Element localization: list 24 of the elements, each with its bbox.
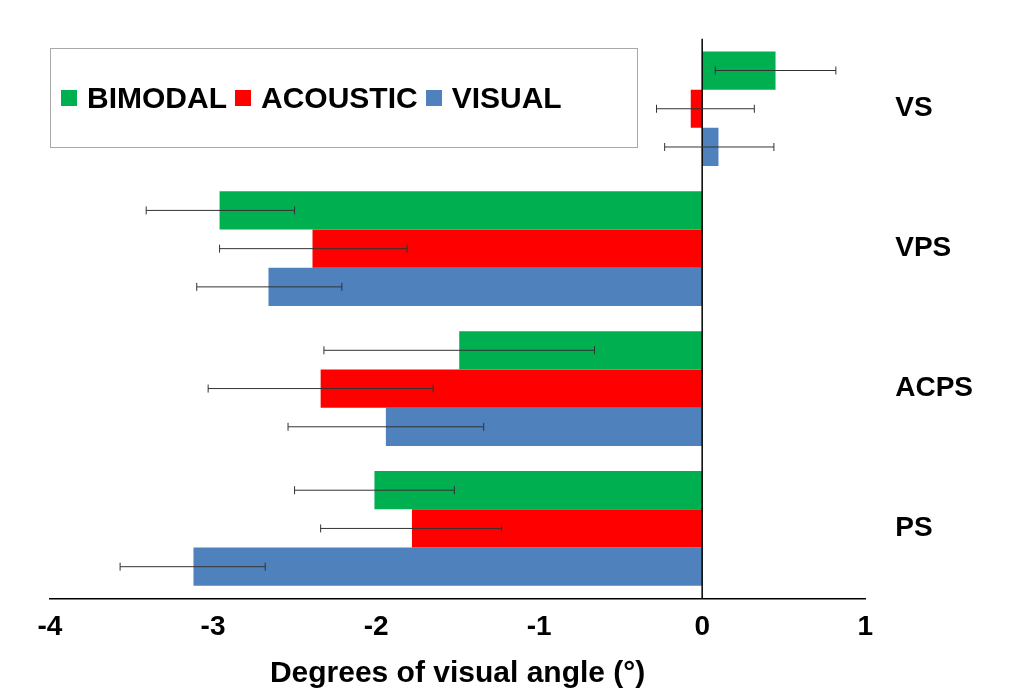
x-axis-title: Degrees of visual angle (°)	[269, 655, 646, 689]
x-tick-label: -4	[37, 609, 63, 641]
y-tick-label: VPS	[895, 231, 952, 263]
bar	[312, 229, 703, 268]
x-tick-label: -3	[200, 609, 226, 641]
legend-label: VISUAL	[451, 81, 562, 115]
bar	[219, 191, 703, 230]
x-tick-label: 1	[857, 609, 873, 641]
bar	[193, 547, 703, 586]
x-tick-label: -1	[526, 609, 552, 641]
legend-label: ACOUSTIC	[260, 81, 418, 115]
y-tick-label: PS	[895, 511, 933, 543]
bar	[374, 471, 703, 510]
x-tick-label: 0	[694, 609, 710, 641]
bar	[459, 331, 703, 370]
bar	[320, 369, 703, 408]
y-tick-label: VS	[895, 91, 933, 123]
y-tick-label: ACPS	[895, 371, 973, 403]
bar	[385, 407, 703, 446]
bar	[268, 267, 703, 307]
x-tick-label: -2	[363, 609, 389, 641]
bar	[411, 509, 703, 548]
legend-label: BIMODAL	[87, 81, 227, 115]
bar	[702, 51, 776, 90]
